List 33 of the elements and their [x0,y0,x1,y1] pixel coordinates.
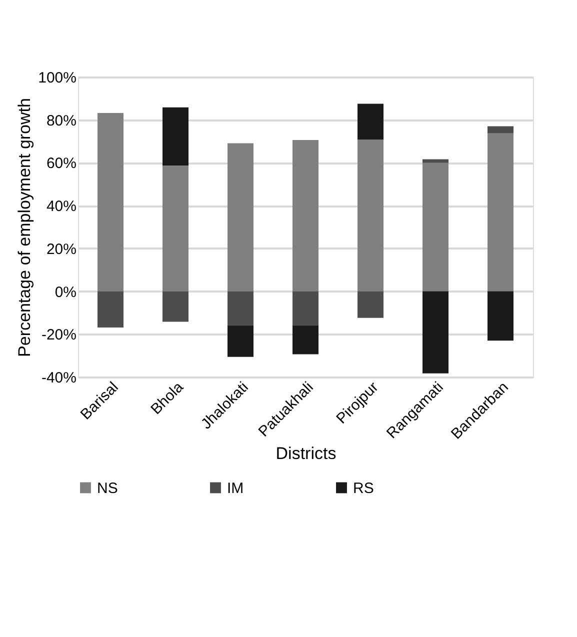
y-tick-label: 100% [38,70,76,86]
bar [98,291,124,328]
bar [162,166,188,292]
bar [488,291,514,341]
y-tick-label: -20% [41,326,76,344]
bar [422,162,448,292]
bar [98,113,124,292]
bar [162,107,188,166]
bar [422,159,448,163]
y-tick-label: 40% [46,198,76,216]
bar [162,291,188,322]
bar [228,291,254,326]
y-axis-title: Percentage of employment growth [15,98,34,357]
y-tick-label: 80% [46,112,76,130]
bar [488,133,514,292]
bar [358,140,384,292]
legend-label: NS [97,480,118,497]
legend-label: IM [227,480,244,497]
bar [228,143,254,292]
y-tick-label: 60% [46,155,76,172]
bar [228,325,254,357]
y-tick-label: 0% [54,284,76,301]
bar [292,325,318,354]
y-tick-label: 20% [46,240,76,258]
bar [488,126,514,134]
x-axis-title: Districts [276,444,336,464]
y-tick-label: -40% [41,370,76,386]
bar [422,291,448,374]
bar [292,291,318,326]
bar [292,140,318,292]
bar [358,104,384,140]
bar [358,291,384,318]
legend-label: RS [353,480,374,497]
